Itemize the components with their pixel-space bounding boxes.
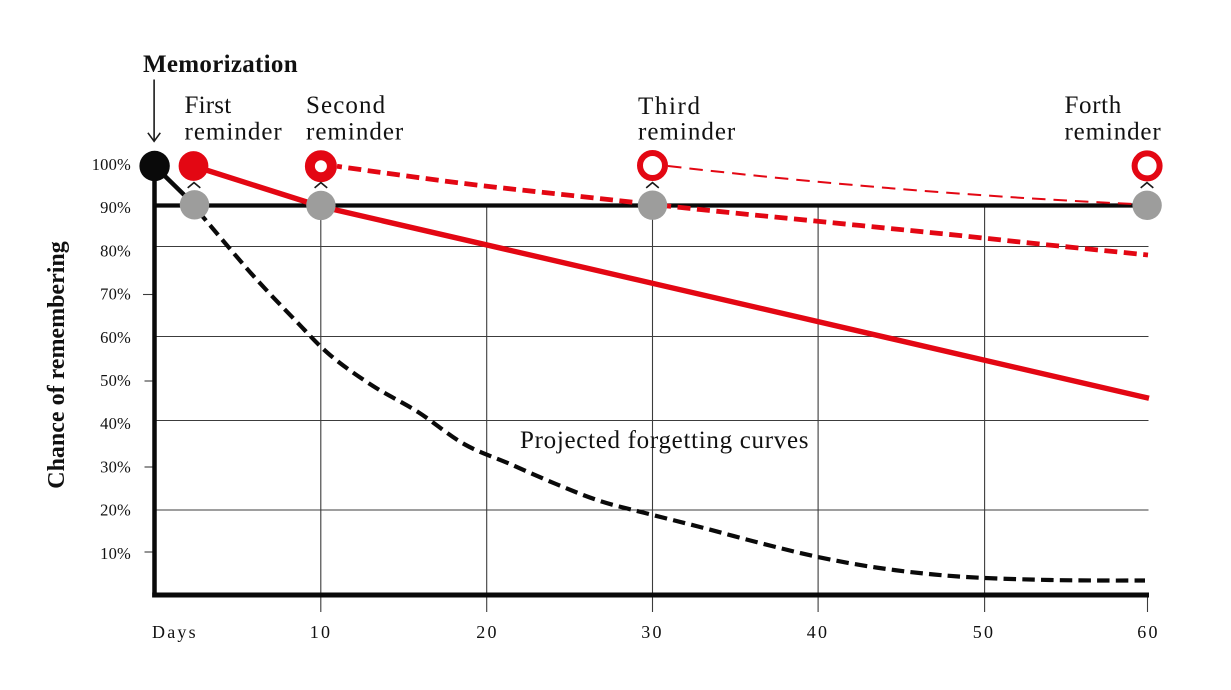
svg-text:20%: 20% — [100, 501, 131, 520]
svg-text:80%: 80% — [100, 241, 131, 260]
svg-text:20: 20 — [476, 622, 498, 642]
svg-text:Chance of remembering: Chance of remembering — [44, 241, 70, 489]
svg-text:30: 30 — [641, 622, 663, 642]
svg-text:10%: 10% — [100, 544, 131, 563]
svg-text:reminder: reminder — [306, 119, 404, 146]
svg-text:reminder: reminder — [185, 119, 283, 146]
svg-text:Projected forgetting curves: Projected forgetting curves — [520, 427, 809, 454]
svg-text:100%: 100% — [92, 155, 131, 174]
svg-text:10: 10 — [310, 622, 332, 642]
svg-text:60%: 60% — [100, 328, 131, 347]
svg-text:90%: 90% — [100, 198, 131, 217]
svg-text:70%: 70% — [100, 285, 131, 304]
svg-text:50: 50 — [973, 622, 995, 642]
svg-text:60: 60 — [1137, 622, 1159, 642]
svg-text:Second: Second — [306, 92, 386, 119]
svg-text:reminder: reminder — [1065, 119, 1162, 146]
svg-text:40: 40 — [807, 622, 829, 642]
svg-text:reminder: reminder — [638, 119, 736, 146]
svg-text:Days: Days — [152, 622, 198, 642]
svg-text:First: First — [185, 92, 232, 119]
svg-text:30%: 30% — [100, 457, 131, 476]
svg-text:Third: Third — [638, 93, 702, 120]
svg-text:40%: 40% — [100, 414, 131, 433]
svg-text:Memorization: Memorization — [143, 51, 298, 78]
svg-text:Forth: Forth — [1065, 92, 1122, 119]
svg-text:50%: 50% — [100, 371, 131, 390]
